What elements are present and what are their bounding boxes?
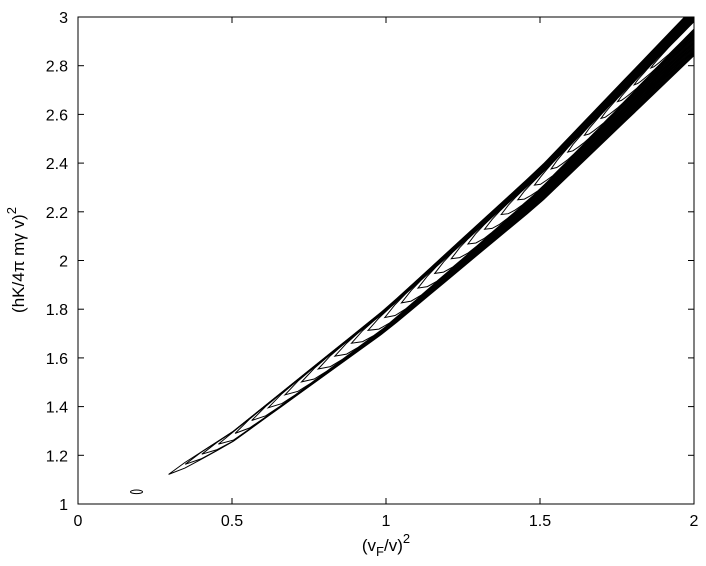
y-axis-title-sup: 2	[4, 207, 19, 214]
y-tick-label: 2.4	[46, 156, 68, 173]
y-tick-label: 1	[59, 497, 68, 514]
y-tick-label: 1.8	[46, 302, 68, 319]
x-tick-label: 0	[74, 513, 83, 530]
y-axis: 1 1.2 1.4 1.6 1.8 2 2.2 2.4 2.6 2.8 3	[46, 10, 694, 514]
x-axis-title-base: (v	[362, 536, 377, 555]
x-tick-label: 1	[382, 513, 391, 530]
x-axis-title-sub: F	[376, 544, 384, 559]
y-tick-label: 2	[59, 254, 68, 271]
y-tick-label: 1.6	[46, 351, 68, 368]
x-tick-label: 1.5	[529, 513, 551, 530]
y-tick-label: 1.4	[46, 400, 68, 417]
x-tick-label: 2	[690, 513, 699, 530]
y-tick-label: 2.8	[46, 59, 68, 76]
x-axis-title-sup: 2	[403, 531, 410, 546]
x-axis: 0 0.5 1 1.5 2	[74, 17, 699, 530]
y-tick-label: 2.2	[46, 205, 68, 222]
contour-lines	[130, 17, 694, 495]
y-axis-title-base: (hK/4π mγ v)	[9, 214, 28, 313]
y-tick-label: 1.2	[46, 448, 68, 465]
x-tick-label: 0.5	[221, 513, 243, 530]
plot-background	[78, 17, 694, 504]
contour-line	[649, 20, 694, 69]
y-tick-label: 3	[59, 10, 68, 27]
x-axis-title-after: /v)	[384, 536, 403, 555]
x-axis-title: (vF/v)2	[362, 531, 410, 559]
y-axis-title: (hK/4π mγ v)2	[4, 207, 28, 313]
y-tick-label: 2.6	[46, 107, 68, 124]
contour-island	[130, 489, 144, 495]
